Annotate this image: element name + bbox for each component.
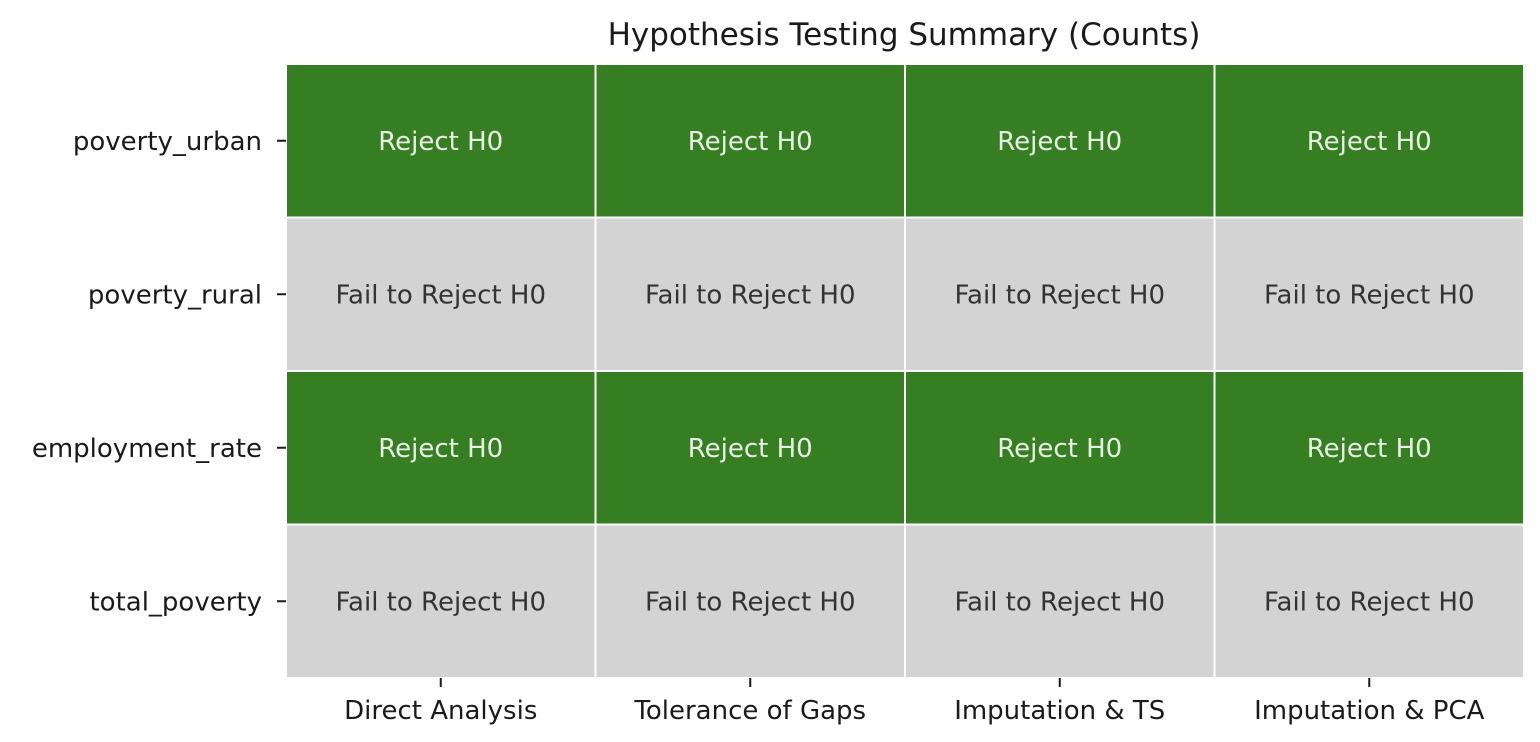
heatmap-cell-labels: Reject H0 Reject H0 Reject H0 Reject H0 Fail… — [335, 127, 1474, 618]
cell-label: Fail to Reject H0 — [335, 587, 546, 617]
cell-label: Fail to Reject H0 — [954, 280, 1165, 310]
y-tick-label: poverty_rural — [88, 280, 262, 310]
cell-label: Fail to Reject H0 — [1264, 280, 1475, 310]
y-tick-label: poverty_urban — [73, 127, 262, 157]
heatmap-cell — [285, 63, 597, 219]
y-tick-label: total_poverty — [89, 587, 262, 617]
x-axis: Direct Analysis Tolerance of Gaps Imputati… — [344, 678, 1485, 726]
cell-label: Reject H0 — [688, 434, 813, 464]
heatmap-cell — [285, 216, 597, 372]
cell-label: Fail to Reject H0 — [954, 587, 1165, 617]
cell-label: Reject H0 — [1307, 434, 1432, 464]
x-tick-label: Imputation & TS — [954, 696, 1165, 726]
cell-label: Reject H0 — [1307, 127, 1432, 157]
heatmap-cell — [1213, 63, 1525, 219]
y-axis: poverty_urban poverty_rural employment_rat… — [32, 127, 286, 617]
heatmap-cell — [904, 63, 1216, 219]
heatmap-cell — [594, 523, 906, 679]
heatmap-cell — [1213, 216, 1525, 372]
heatmap-cell — [285, 523, 597, 679]
heatmap-cell — [594, 216, 906, 372]
heatmap-cell — [594, 63, 906, 219]
x-tick-label: Tolerance of Gaps — [633, 696, 866, 726]
cell-label: Fail to Reject H0 — [645, 587, 856, 617]
heatmap-cells — [285, 63, 1525, 679]
cell-label: Fail to Reject H0 — [335, 280, 546, 310]
cell-label: Fail to Reject H0 — [645, 280, 856, 310]
heatmap-cell — [594, 370, 906, 526]
heatmap-cell — [904, 523, 1216, 679]
chart-title: Hypothesis Testing Summary (Counts) — [608, 17, 1201, 53]
cell-label: Reject H0 — [378, 434, 503, 464]
cell-label: Fail to Reject H0 — [1264, 587, 1475, 617]
cell-label: Reject H0 — [997, 127, 1122, 157]
cell-label: Reject H0 — [688, 127, 813, 157]
y-tick-label: employment_rate — [32, 434, 262, 464]
cell-label: Reject H0 — [378, 127, 503, 157]
cell-label: Reject H0 — [997, 434, 1122, 464]
x-tick-label: Imputation & PCA — [1254, 696, 1485, 726]
heatmap-cell — [1213, 523, 1525, 679]
x-tick-label: Direct Analysis — [344, 696, 537, 726]
heatmap-cell — [1213, 370, 1525, 526]
